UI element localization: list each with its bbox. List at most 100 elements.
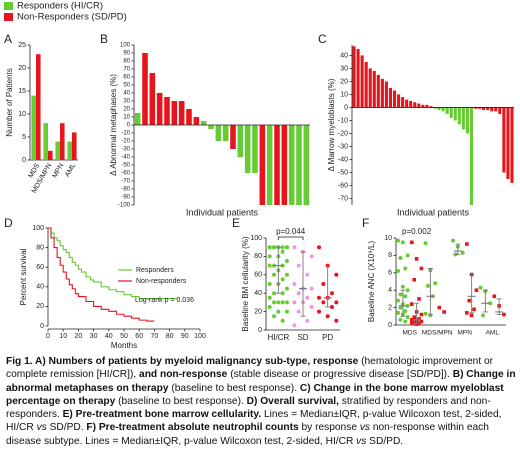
data-point <box>396 269 401 274</box>
data-point <box>284 286 289 291</box>
bar <box>461 107 465 130</box>
bar <box>200 121 207 125</box>
y-tick-label: 0 <box>22 157 26 164</box>
data-point <box>451 238 456 243</box>
data-point <box>400 240 405 245</box>
data-point <box>396 238 401 243</box>
y-tick-label: 0 <box>40 323 44 330</box>
y-tick-label: 6 <box>388 270 392 277</box>
bar <box>388 87 393 108</box>
y-tick-label: 60 <box>36 264 44 271</box>
caption: Fig 1. A) Numbers of patients by myeloid… <box>6 355 516 448</box>
bar <box>465 107 469 134</box>
data-point <box>467 298 472 303</box>
caption-segment: (hematologic improvement or complete rem… <box>6 356 494 381</box>
y-tick-label: 10 <box>123 115 130 121</box>
y-tick-label: 100 <box>120 43 131 49</box>
data-point <box>267 245 272 250</box>
data-point <box>272 300 277 305</box>
y-tick-label: 8 <box>388 252 392 259</box>
caption-segment: non-response within each disease subtype… <box>6 422 489 447</box>
y-axis-label: Baseline BM cellularity (%) <box>241 236 250 331</box>
bar <box>252 125 258 173</box>
data-point <box>317 295 322 300</box>
x-axis-label: Individual patients <box>397 207 470 217</box>
annotation: p=0.002 <box>402 227 432 236</box>
bar <box>417 103 421 108</box>
bar <box>149 73 156 125</box>
y-tick-label: 15 <box>18 88 26 95</box>
y-tick-label: -80 <box>121 187 130 193</box>
data-point <box>410 321 414 326</box>
bar <box>60 123 65 160</box>
legend-label: Non-responders <box>136 278 187 285</box>
data-point <box>280 291 285 296</box>
bar <box>429 106 433 108</box>
data-point <box>276 309 281 314</box>
y-tick-label: 10 <box>340 91 348 98</box>
y-axis-label: Δ Abnormal metaphases (%) <box>109 74 118 176</box>
bar <box>215 125 222 141</box>
data-point <box>272 291 277 296</box>
bar <box>55 141 60 160</box>
data-point <box>412 315 417 319</box>
data-point <box>292 245 297 250</box>
data-point <box>405 315 410 320</box>
bar <box>413 102 417 108</box>
y-tick-label: 50 <box>123 83 130 89</box>
bar <box>425 104 429 108</box>
caption-segment: SD/PD. <box>366 435 404 447</box>
y-tick-label: 90 <box>123 51 130 57</box>
data-point <box>284 272 289 277</box>
data-point <box>480 313 485 318</box>
x-tick-label: MPN <box>51 162 65 179</box>
y-tick-label: -100 <box>118 203 131 209</box>
data-point <box>414 322 419 326</box>
y-tick-label: -70 <box>338 195 348 202</box>
bar <box>186 109 192 125</box>
y-axis-label: Percent survival <box>19 248 28 305</box>
x-tick-label: 60 <box>135 333 143 340</box>
y-axis-label: Number of Patients <box>5 68 14 136</box>
bar <box>457 107 461 125</box>
y-tick-label: -30 <box>338 143 348 150</box>
data-point <box>425 283 430 288</box>
x-tick-label: 70 <box>151 333 159 340</box>
data-point <box>403 309 408 314</box>
panel-label: F <box>362 216 369 230</box>
bar <box>266 125 273 205</box>
caption-segment: (baseline to best response). <box>168 382 300 394</box>
bar <box>469 107 474 205</box>
bar <box>482 107 486 111</box>
bar <box>67 141 72 160</box>
y-tick-label: -60 <box>338 182 348 189</box>
panel-label: D <box>4 216 13 230</box>
data-point <box>400 284 405 289</box>
data-point <box>437 305 442 310</box>
y-tick-label: -30 <box>121 147 130 153</box>
data-point <box>465 242 469 246</box>
bar <box>72 132 77 160</box>
data-point <box>267 282 272 286</box>
data-point <box>488 301 493 306</box>
x-axis-label: Individual patients <box>186 207 259 217</box>
y-tick-label: 60 <box>254 272 262 279</box>
bar <box>372 71 376 108</box>
caption-segment: (stable disease or progressive disease [… <box>227 369 453 381</box>
y-tick-label: 0 <box>127 123 131 129</box>
bar <box>259 125 266 205</box>
data-point <box>329 291 334 296</box>
data-point <box>305 272 310 277</box>
bar <box>237 125 244 157</box>
caption-segment: D) Overall survival, <box>246 395 339 407</box>
bar <box>368 68 372 108</box>
y-tick-label: 10 <box>384 235 392 242</box>
data-point <box>309 254 314 259</box>
caption-segment: Fig 1. A) Numbers of patients by myeloid… <box>6 356 359 367</box>
data-point <box>472 307 476 312</box>
y-tick-label: 20 <box>254 308 262 315</box>
y-tick-label: 40 <box>36 284 44 291</box>
caption-segment: F) Pre-treatment absolute neutrophil cou… <box>86 422 299 434</box>
y-tick-label: 4 <box>388 287 392 294</box>
